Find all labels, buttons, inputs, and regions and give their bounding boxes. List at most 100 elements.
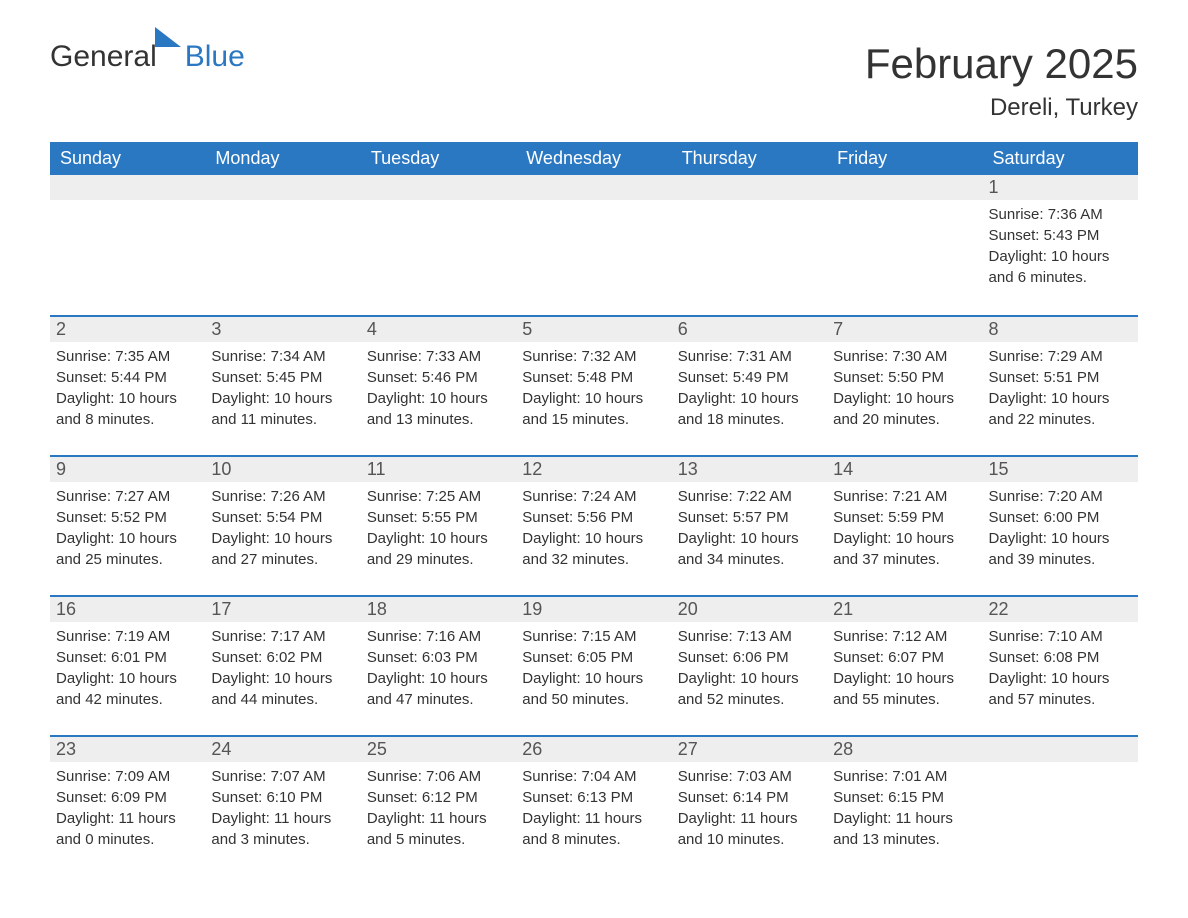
sunrise-line: Sunrise: 7:20 AM xyxy=(989,486,1132,507)
sunrise-line: Sunrise: 7:01 AM xyxy=(833,766,976,787)
calendar-cell: 8Sunrise: 7:29 AMSunset: 5:51 PMDaylight… xyxy=(983,315,1138,455)
daylight-line: Daylight: 10 hours and 34 minutes. xyxy=(678,528,821,570)
sunrise-line: Sunrise: 7:21 AM xyxy=(833,486,976,507)
day-number-row xyxy=(983,735,1138,762)
day-body: Sunrise: 7:06 AMSunset: 6:12 PMDaylight:… xyxy=(361,762,516,856)
day-number-row: 10 xyxy=(205,455,360,482)
day-number-row: 13 xyxy=(672,455,827,482)
sunset-line: Sunset: 6:01 PM xyxy=(56,647,199,668)
calendar-cell: 5Sunrise: 7:32 AMSunset: 5:48 PMDaylight… xyxy=(516,315,671,455)
daylight-line: Daylight: 10 hours and 29 minutes. xyxy=(367,528,510,570)
day-number-row: 21 xyxy=(827,595,982,622)
daylight-line: Daylight: 10 hours and 20 minutes. xyxy=(833,388,976,430)
calendar-body: 1Sunrise: 7:36 AMSunset: 5:43 PMDaylight… xyxy=(50,175,1138,875)
day-number-row: 11 xyxy=(361,455,516,482)
daylight-line: Daylight: 10 hours and 6 minutes. xyxy=(989,246,1132,288)
sunset-line: Sunset: 6:14 PM xyxy=(678,787,821,808)
daylight-line: Daylight: 10 hours and 47 minutes. xyxy=(367,668,510,710)
day-body: Sunrise: 7:26 AMSunset: 5:54 PMDaylight:… xyxy=(205,482,360,576)
calendar-cell xyxy=(983,735,1138,875)
calendar-cell xyxy=(50,175,205,315)
day-number-row: 2 xyxy=(50,315,205,342)
weekday-header: Wednesday xyxy=(516,142,671,175)
day-number-row: 1 xyxy=(983,175,1138,200)
sunset-line: Sunset: 6:03 PM xyxy=(367,647,510,668)
calendar-cell: 11Sunrise: 7:25 AMSunset: 5:55 PMDayligh… xyxy=(361,455,516,595)
calendar-cell xyxy=(205,175,360,315)
page-header: General Blue February 2025 Dereli, Turke… xyxy=(50,40,1138,122)
day-number-row: 24 xyxy=(205,735,360,762)
sunrise-line: Sunrise: 7:26 AM xyxy=(211,486,354,507)
daylight-line: Daylight: 10 hours and 55 minutes. xyxy=(833,668,976,710)
calendar-table: SundayMondayTuesdayWednesdayThursdayFrid… xyxy=(50,142,1138,875)
day-body: Sunrise: 7:10 AMSunset: 6:08 PMDaylight:… xyxy=(983,622,1138,716)
day-number-row: 19 xyxy=(516,595,671,622)
sunset-line: Sunset: 5:51 PM xyxy=(989,367,1132,388)
sunset-line: Sunset: 5:59 PM xyxy=(833,507,976,528)
sunrise-line: Sunrise: 7:25 AM xyxy=(367,486,510,507)
day-body: Sunrise: 7:35 AMSunset: 5:44 PMDaylight:… xyxy=(50,342,205,436)
day-number-row: 12 xyxy=(516,455,671,482)
weekday-header: Friday xyxy=(827,142,982,175)
day-number-row: 25 xyxy=(361,735,516,762)
sunrise-line: Sunrise: 7:10 AM xyxy=(989,626,1132,647)
sunset-line: Sunset: 5:54 PM xyxy=(211,507,354,528)
daylight-line: Daylight: 10 hours and 44 minutes. xyxy=(211,668,354,710)
daylight-line: Daylight: 10 hours and 8 minutes. xyxy=(56,388,199,430)
day-body: Sunrise: 7:36 AMSunset: 5:43 PMDaylight:… xyxy=(983,200,1138,294)
day-number-row: 15 xyxy=(983,455,1138,482)
brand-sub: Blue xyxy=(185,40,245,74)
day-number-row: 3 xyxy=(205,315,360,342)
sunset-line: Sunset: 5:45 PM xyxy=(211,367,354,388)
brand-logo: General Blue xyxy=(50,40,247,74)
sunrise-line: Sunrise: 7:24 AM xyxy=(522,486,665,507)
calendar-cell: 12Sunrise: 7:24 AMSunset: 5:56 PMDayligh… xyxy=(516,455,671,595)
day-body: Sunrise: 7:33 AMSunset: 5:46 PMDaylight:… xyxy=(361,342,516,436)
sunset-line: Sunset: 5:56 PM xyxy=(522,507,665,528)
calendar-cell: 3Sunrise: 7:34 AMSunset: 5:45 PMDaylight… xyxy=(205,315,360,455)
calendar-cell xyxy=(672,175,827,315)
weekday-header: Thursday xyxy=(672,142,827,175)
day-body: Sunrise: 7:16 AMSunset: 6:03 PMDaylight:… xyxy=(361,622,516,716)
calendar-cell: 10Sunrise: 7:26 AMSunset: 5:54 PMDayligh… xyxy=(205,455,360,595)
sunrise-line: Sunrise: 7:35 AM xyxy=(56,346,199,367)
sunrise-line: Sunrise: 7:03 AM xyxy=(678,766,821,787)
calendar-week-row: 16Sunrise: 7:19 AMSunset: 6:01 PMDayligh… xyxy=(50,595,1138,735)
day-body: Sunrise: 7:29 AMSunset: 5:51 PMDaylight:… xyxy=(983,342,1138,436)
calendar-cell: 20Sunrise: 7:13 AMSunset: 6:06 PMDayligh… xyxy=(672,595,827,735)
sunset-line: Sunset: 6:05 PM xyxy=(522,647,665,668)
day-body: Sunrise: 7:27 AMSunset: 5:52 PMDaylight:… xyxy=(50,482,205,576)
calendar-cell xyxy=(516,175,671,315)
daylight-line: Daylight: 10 hours and 13 minutes. xyxy=(367,388,510,430)
day-number-row xyxy=(50,175,205,200)
day-number-row: 16 xyxy=(50,595,205,622)
weekday-header: Monday xyxy=(205,142,360,175)
sunset-line: Sunset: 5:50 PM xyxy=(833,367,976,388)
sunrise-line: Sunrise: 7:34 AM xyxy=(211,346,354,367)
calendar-cell: 22Sunrise: 7:10 AMSunset: 6:08 PMDayligh… xyxy=(983,595,1138,735)
title-block: February 2025 Dereli, Turkey xyxy=(865,40,1138,122)
weekday-header: Sunday xyxy=(50,142,205,175)
sunset-line: Sunset: 5:57 PM xyxy=(678,507,821,528)
day-body: Sunrise: 7:32 AMSunset: 5:48 PMDaylight:… xyxy=(516,342,671,436)
day-body xyxy=(516,200,671,210)
calendar-cell: 9Sunrise: 7:27 AMSunset: 5:52 PMDaylight… xyxy=(50,455,205,595)
calendar-cell: 6Sunrise: 7:31 AMSunset: 5:49 PMDaylight… xyxy=(672,315,827,455)
daylight-line: Daylight: 11 hours and 8 minutes. xyxy=(522,808,665,850)
day-body: Sunrise: 7:34 AMSunset: 5:45 PMDaylight:… xyxy=(205,342,360,436)
daylight-line: Daylight: 11 hours and 0 minutes. xyxy=(56,808,199,850)
day-body: Sunrise: 7:25 AMSunset: 5:55 PMDaylight:… xyxy=(361,482,516,576)
calendar-cell: 18Sunrise: 7:16 AMSunset: 6:03 PMDayligh… xyxy=(361,595,516,735)
day-number-row: 18 xyxy=(361,595,516,622)
day-body xyxy=(205,200,360,210)
calendar-week-row: 9Sunrise: 7:27 AMSunset: 5:52 PMDaylight… xyxy=(50,455,1138,595)
day-number-row: 4 xyxy=(361,315,516,342)
weekday-header-row: SundayMondayTuesdayWednesdayThursdayFrid… xyxy=(50,142,1138,175)
calendar-cell: 4Sunrise: 7:33 AMSunset: 5:46 PMDaylight… xyxy=(361,315,516,455)
day-body: Sunrise: 7:31 AMSunset: 5:49 PMDaylight:… xyxy=(672,342,827,436)
calendar-cell: 2Sunrise: 7:35 AMSunset: 5:44 PMDaylight… xyxy=(50,315,205,455)
day-body xyxy=(983,762,1138,772)
day-body: Sunrise: 7:13 AMSunset: 6:06 PMDaylight:… xyxy=(672,622,827,716)
day-body: Sunrise: 7:03 AMSunset: 6:14 PMDaylight:… xyxy=(672,762,827,856)
day-body: Sunrise: 7:12 AMSunset: 6:07 PMDaylight:… xyxy=(827,622,982,716)
